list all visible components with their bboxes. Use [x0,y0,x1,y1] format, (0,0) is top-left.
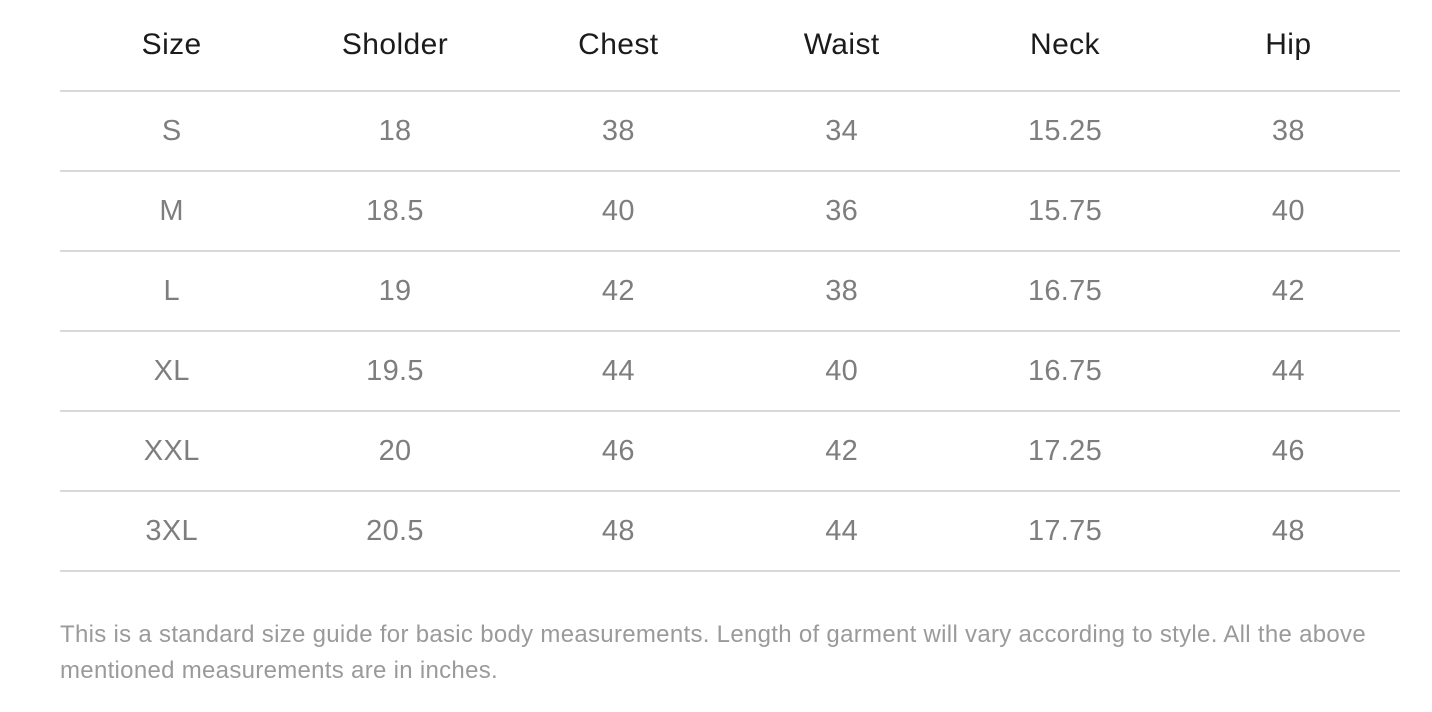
cell-hip: 38 [1176,91,1400,172]
table-row-3xl: 3XL 20.5 48 44 17.75 48 [60,491,1400,572]
cell-neck: 15.25 [953,91,1177,172]
cell-waist: 34 [729,91,954,172]
cell-sholder: 19 [283,251,507,332]
cell-neck: 16.75 [953,331,1177,412]
cell-sholder: 18.5 [283,171,507,252]
cell-sholder: 19.5 [283,331,507,412]
cell-neck: 16.75 [953,251,1177,332]
cell-waist: 36 [729,171,954,252]
column-header-size: Size [60,0,284,92]
cell-waist: 44 [729,491,954,572]
table-body: S 18 38 34 15.25 38 M 18.5 40 36 15.75 4… [60,91,1400,572]
column-header-chest: Chest [506,0,730,92]
cell-chest: 48 [506,491,730,572]
column-header-waist: Waist [729,0,954,92]
cell-sholder: 20 [283,411,507,492]
size-guide-table: Size Sholder Chest Waist Neck Hip S 18 3… [60,0,1400,572]
table-row-l: L 19 42 38 16.75 42 [60,251,1400,332]
cell-hip: 42 [1176,251,1400,332]
cell-hip: 40 [1176,171,1400,252]
column-header-neck: Neck [953,0,1177,92]
cell-hip: 48 [1176,491,1400,572]
cell-chest: 44 [506,331,730,412]
cell-size: L [60,251,284,332]
cell-waist: 40 [729,331,954,412]
table-row-xl: XL 19.5 44 40 16.75 44 [60,331,1400,412]
table-row-xxl: XXL 20 46 42 17.25 46 [60,411,1400,492]
cell-sholder: 20.5 [283,491,507,572]
size-guide-note: This is a standard size guide for basic … [60,621,1366,684]
cell-size: 3XL [60,491,284,572]
size-guide-page: Size Sholder Chest Waist Neck Hip S 18 3… [60,0,1400,684]
cell-size: XL [60,331,284,412]
cell-size: XXL [60,411,284,492]
column-header-sholder: Sholder [283,0,507,92]
cell-hip: 46 [1176,411,1400,492]
cell-sholder: 18 [283,91,507,172]
table-header: Size Sholder Chest Waist Neck Hip [60,0,1400,92]
table-header-row: Size Sholder Chest Waist Neck Hip [60,0,1400,92]
cell-waist: 42 [729,411,954,492]
cell-neck: 17.25 [953,411,1177,492]
cell-chest: 40 [506,171,730,252]
cell-chest: 38 [506,91,730,172]
column-header-hip: Hip [1176,0,1400,92]
cell-size: S [60,91,284,172]
cell-chest: 42 [506,251,730,332]
cell-chest: 46 [506,411,730,492]
cell-size: M [60,171,284,252]
cell-neck: 17.75 [953,491,1177,572]
cell-neck: 15.75 [953,171,1177,252]
table-row-s: S 18 38 34 15.25 38 [60,91,1400,172]
cell-waist: 38 [729,251,954,332]
table-row-m: M 18.5 40 36 15.75 40 [60,171,1400,252]
cell-hip: 44 [1176,331,1400,412]
